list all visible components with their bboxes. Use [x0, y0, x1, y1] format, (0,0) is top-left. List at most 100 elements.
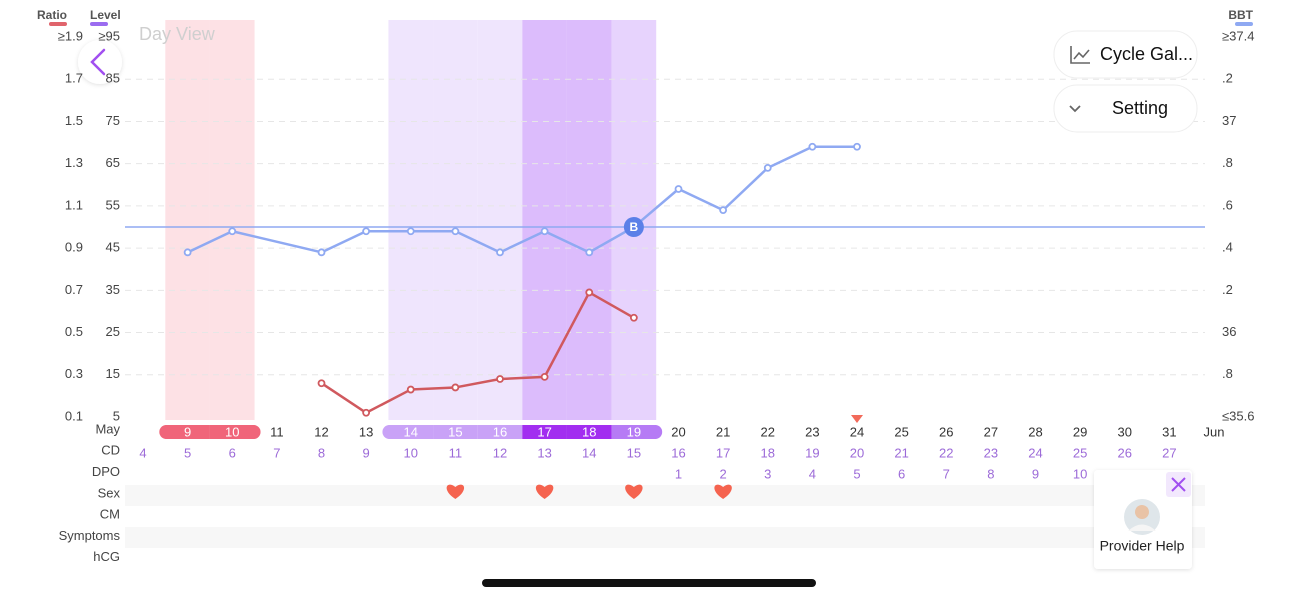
icon — [1073, 49, 1090, 60]
view-label: Day View — [139, 24, 216, 44]
series-point — [674, 185, 683, 193]
cd-label: 12 — [493, 445, 507, 460]
cd-label: 8 — [318, 445, 325, 460]
cd-label: 19 — [805, 445, 819, 460]
cd-label: 4 — [139, 445, 146, 460]
card-label: Provider Help — [1100, 538, 1185, 554]
cycle-button[interactable]: Cycle Gal... — [1053, 30, 1198, 79]
y3-tick-label: 5 — [113, 408, 120, 423]
y2-tick-label: ≥37.4 — [1222, 28, 1254, 43]
date-label: 30 — [1118, 424, 1132, 439]
cd-label: 10 — [404, 445, 418, 460]
date-label: 16 — [493, 424, 507, 439]
date-label: 22 — [761, 424, 775, 439]
y2-tick-label: 37 — [1222, 113, 1236, 128]
y3-tick-label: 65 — [106, 155, 120, 170]
cd-label: 14 — [582, 445, 596, 460]
close-icon — [1171, 477, 1186, 492]
axis-swatch — [49, 22, 67, 26]
date-label: 26 — [939, 424, 953, 439]
dpo-label: 9 — [1032, 466, 1039, 481]
setting-button[interactable]: Setting — [1053, 84, 1198, 133]
y-tick-label: ≥1.9 — [58, 28, 83, 43]
y-tick-label: 1.1 — [65, 197, 83, 212]
series-point — [808, 142, 817, 151]
avatar-body — [1128, 524, 1156, 531]
home-indicator — [482, 579, 816, 587]
cd-label: 24 — [1028, 445, 1042, 460]
date-chip — [165, 425, 210, 439]
date-label: 10 — [225, 424, 239, 439]
y3-tick-label: 25 — [106, 324, 120, 339]
icon — [1069, 105, 1081, 113]
y-tick-label: 0.5 — [65, 324, 83, 339]
sex-heart — [446, 484, 465, 499]
series-point — [317, 379, 326, 388]
row-label: Symptoms — [59, 528, 121, 543]
annotation-label: B — [630, 220, 639, 234]
series-point — [719, 206, 728, 215]
series-point — [451, 383, 460, 392]
date-label: 21 — [716, 424, 730, 439]
cd-label: 27 — [1162, 445, 1176, 460]
date-label: Jun — [1204, 424, 1225, 439]
row-label: hCG — [93, 549, 120, 564]
back-icon — [90, 48, 106, 76]
y2-tick-label: .8 — [1222, 366, 1233, 381]
provider-card[interactable]: Provider Help — [1094, 470, 1192, 569]
cd-label: 16 — [671, 445, 685, 460]
dpo-label: 6 — [898, 466, 905, 481]
y2-tick-label: .2 — [1222, 282, 1233, 297]
sex-heart — [714, 484, 732, 499]
date-label: 12 — [314, 424, 328, 439]
cd-label: 25 — [1073, 445, 1087, 460]
day-band — [477, 20, 523, 420]
cd-label: 18 — [761, 445, 775, 460]
y2-tick-label: .6 — [1222, 197, 1233, 212]
date-label: 14 — [404, 424, 418, 439]
back-button[interactable] — [78, 40, 122, 84]
series-point — [317, 248, 326, 257]
cd-label: 26 — [1118, 445, 1132, 460]
chip-cap — [246, 425, 261, 439]
y2-tick-label: .4 — [1222, 240, 1233, 255]
date-label: 28 — [1028, 424, 1042, 439]
y-tick-label: 1.7 — [65, 71, 83, 86]
y3-tick-label: 45 — [106, 240, 120, 255]
button-bg — [1053, 84, 1198, 133]
axis-title: BBT — [1228, 8, 1253, 22]
axis-swatch — [1235, 22, 1253, 26]
series-point — [451, 227, 460, 236]
date-label: 19 — [627, 424, 641, 439]
icon — [1070, 46, 1090, 64]
series-point — [540, 227, 549, 236]
annotation-badge — [623, 217, 644, 237]
date-label: 25 — [894, 424, 908, 439]
row-band — [125, 485, 1205, 506]
day-band — [165, 20, 210, 420]
dpo-label: 7 — [943, 466, 950, 481]
date-label: 31 — [1162, 424, 1176, 439]
series-line — [320, 291, 635, 415]
cd-label: 7 — [273, 445, 280, 460]
dpo-label: 1 — [675, 466, 682, 481]
button-label: Cycle Gal... — [1100, 44, 1193, 64]
date-chip — [388, 425, 434, 439]
series-point — [540, 372, 549, 381]
cd-label: 5 — [184, 445, 191, 460]
series-point — [362, 227, 371, 236]
y2-tick-label: 36 — [1222, 324, 1236, 339]
date-label: 24 — [850, 424, 864, 439]
date-label: 11 — [270, 424, 284, 439]
cd-label: 21 — [894, 445, 908, 460]
date-chip — [611, 425, 657, 439]
cd-label: 20 — [850, 445, 864, 460]
row-label: Sex — [98, 485, 121, 500]
button-label: Setting — [1112, 98, 1168, 118]
marker — [851, 415, 863, 423]
bands — [159, 20, 663, 439]
date-label: 20 — [671, 424, 685, 439]
date-chip — [522, 425, 567, 439]
